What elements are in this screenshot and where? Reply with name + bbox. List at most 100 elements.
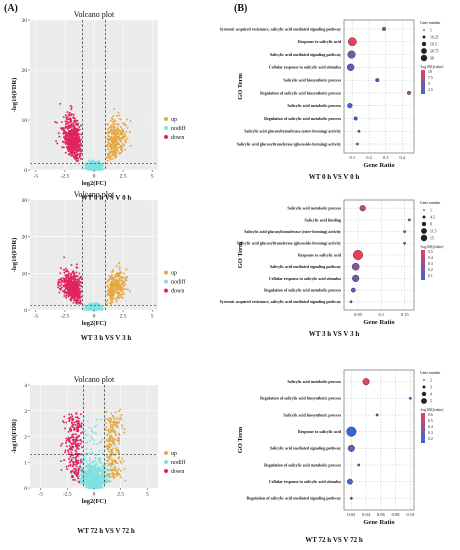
point-down [75,158,78,161]
point-down [77,159,80,162]
point-down [70,413,73,416]
point-down [59,284,62,287]
point-down [76,141,79,144]
point-up [105,156,108,159]
point-nodiff [92,471,94,473]
point-nodiff [95,418,98,421]
point-nodiff [102,168,105,171]
point-up [118,452,121,455]
point-up [123,272,125,275]
point-up [108,442,111,445]
point-down [67,113,70,116]
point-up [109,295,112,298]
point-up [120,276,123,278]
point-up [104,428,107,431]
point-nodiff [97,302,100,305]
point-down [63,132,66,135]
y-tick-label: 20 [22,235,28,241]
point-up [110,418,113,420]
point-up [108,275,111,278]
point-up [117,468,120,471]
go-term-label: Salicylic acid mediated signaling pathwa… [270,446,341,451]
point-nodiff [97,163,100,166]
point-up [110,412,113,415]
point-nodiff [92,307,95,310]
point-up [119,416,122,419]
point-down [72,478,75,481]
point-down [70,123,73,125]
color-legend-label: 2.5 [428,88,433,92]
point-nodiff [105,467,108,470]
point-down [74,445,77,447]
point-up [124,288,127,290]
point-down [72,301,75,304]
go-term-bubble [407,218,411,222]
point-up [126,288,129,291]
point-down [70,113,73,116]
point-down [74,463,77,466]
point-down [64,151,67,154]
size-legend-label: 8 [430,222,432,226]
point-up [112,437,114,440]
point-up [112,474,115,477]
point-nodiff [109,472,112,475]
point-up [122,122,125,125]
point-up [111,291,113,294]
point-down [74,300,77,302]
legend-label-down: down [171,289,184,295]
point-up [106,159,109,162]
point-down [74,438,77,441]
point-down [75,143,78,146]
point-down [74,459,77,462]
point-up [106,123,109,126]
point-down [80,144,83,147]
go-term-label: Salicylic acid mediated signaling pathwa… [270,52,341,57]
point-down [63,292,66,295]
point-nodiff [78,456,81,459]
point-down [61,140,64,143]
point-up [109,426,112,429]
go-term-label: Salicylic acid biosynthetic process [283,78,341,83]
point-up [118,117,121,120]
point-up [115,420,118,423]
point-up [115,291,118,294]
point-nodiff [89,469,92,472]
point-down [68,291,71,294]
volcano-title: Volcano plot [74,190,115,199]
point-up [111,132,113,135]
x-tick-label: 5 [151,174,154,180]
point-up [105,421,108,424]
point-down [71,425,74,428]
point-up [123,133,126,136]
x-tick-label: -5 [34,174,39,180]
point-down [76,135,79,138]
point-up [122,142,125,145]
point-down [78,272,81,275]
point-down [77,293,80,296]
point-down [78,465,81,468]
point-down [76,301,79,304]
point-down [69,429,72,432]
point-up [111,297,114,300]
point-up [119,408,122,411]
size-legend-label: 10.25 [430,35,439,39]
point-down [74,155,77,158]
point-up [105,303,108,306]
point-up [111,462,114,465]
size-legend-label: 38 [430,56,434,60]
point-up [109,455,112,458]
point-nodiff [90,160,93,163]
point-up [111,459,114,462]
point-nodiff [98,305,100,308]
point-up [109,435,111,438]
point-nodiff [91,483,94,486]
point-down [65,421,68,424]
point-down [79,291,82,294]
go-term-bubble [347,50,356,59]
point-up [112,468,114,471]
point-up [120,289,123,292]
point-up [111,414,114,417]
point-up [118,292,121,295]
point-down [71,148,74,151]
